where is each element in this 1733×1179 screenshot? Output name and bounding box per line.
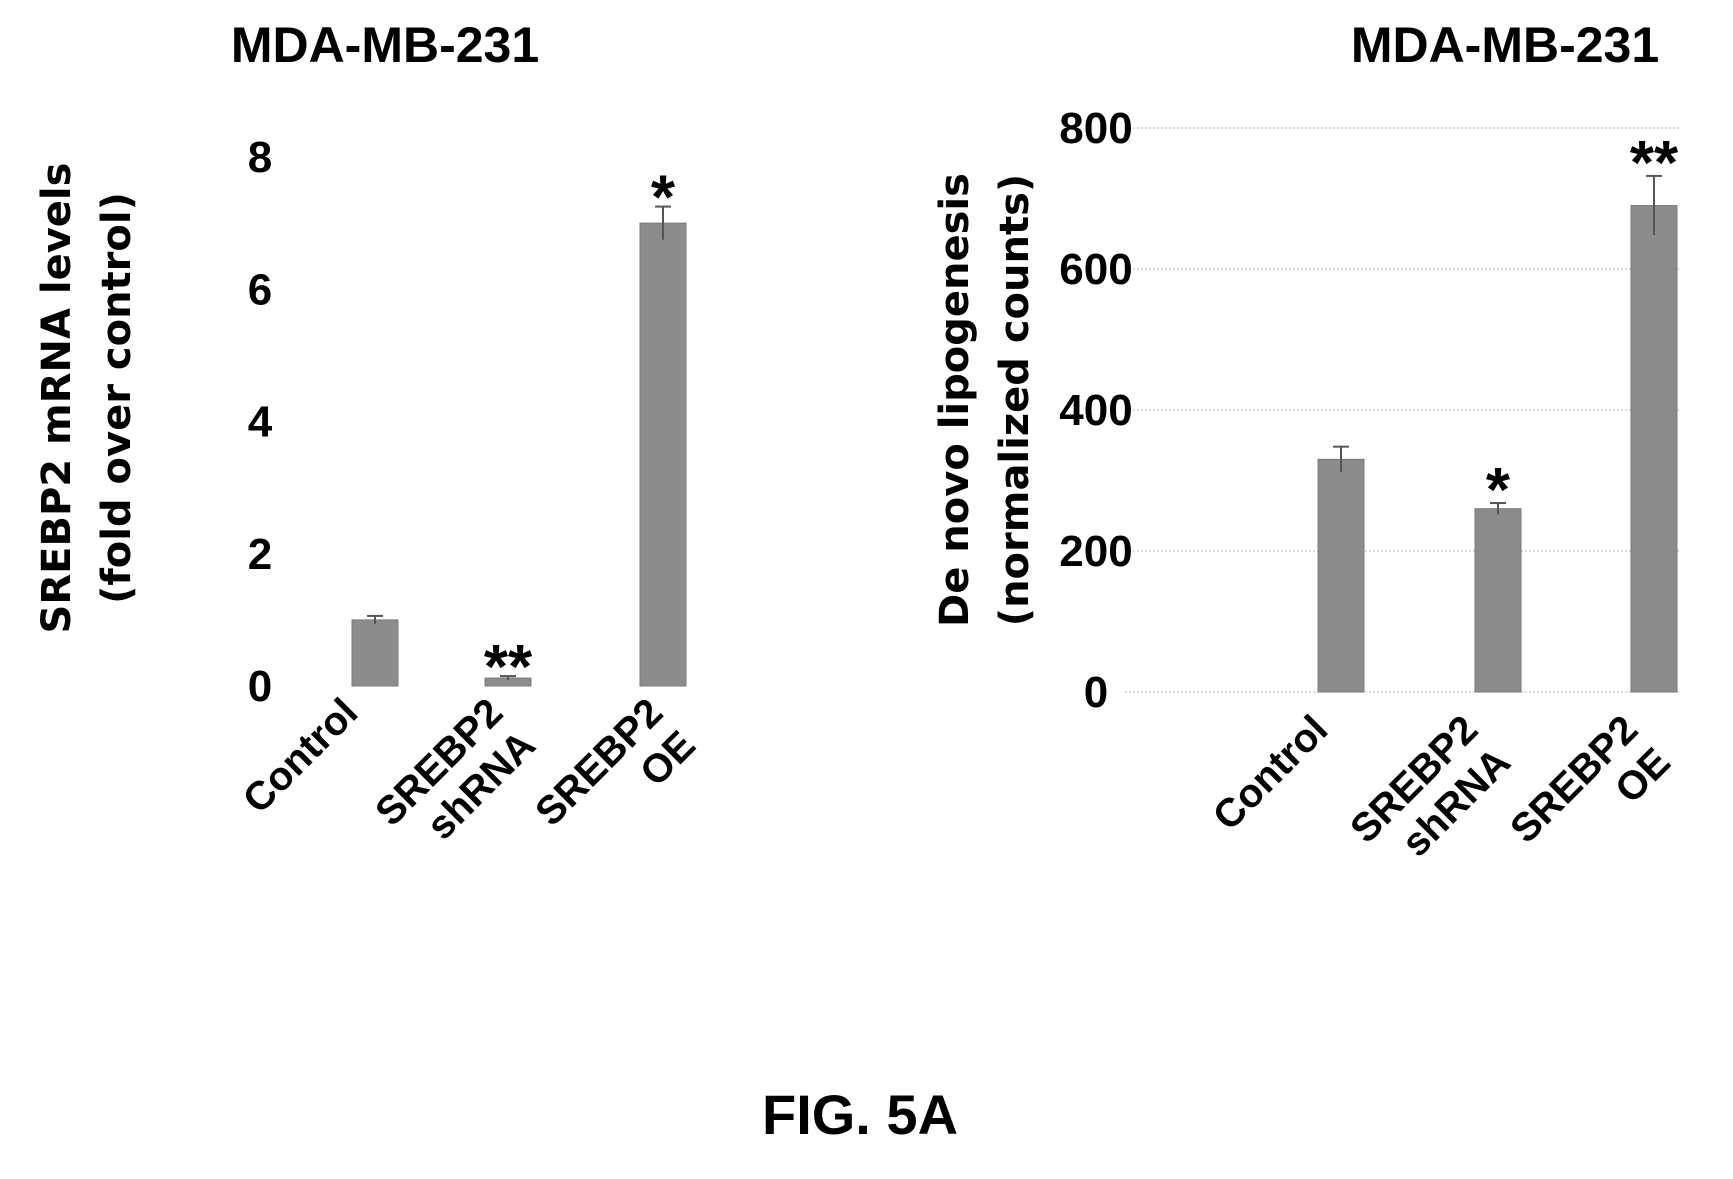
chart-srebp2-mrna: MDA-MB-231 SREBP2 mRNA levels (fold over c…	[34, 17, 704, 848]
bar	[1474, 508, 1522, 693]
chart-title: MDA-MB-231	[1351, 17, 1659, 73]
significance-mark: *	[1486, 456, 1511, 525]
y-tick-label: 8	[248, 133, 272, 182]
y-tick-label: 400	[1059, 386, 1132, 435]
figure-caption: FIG. 5A	[762, 1083, 958, 1146]
bar	[639, 222, 687, 687]
y-axis-label: (normalized counts)	[992, 174, 1038, 626]
significance-mark: **	[1630, 129, 1679, 198]
bar	[351, 619, 399, 687]
bar	[1630, 205, 1678, 693]
y-tick-label: 2	[248, 530, 272, 579]
y-axis-label: De novo lipogenesis	[932, 173, 978, 627]
y-tick-label: 600	[1059, 245, 1132, 294]
y-tick-label: 200	[1059, 527, 1132, 576]
y-tick-label: 4	[248, 398, 273, 447]
chart-de-novo-lipogenesis: MDA-MB-231 De novo lipogenesis (normalized…	[932, 17, 1680, 865]
bar	[1317, 458, 1365, 693]
significance-mark: **	[484, 633, 533, 702]
y-tick-label: 6	[248, 265, 272, 314]
y-tick-label: 800	[1059, 104, 1132, 153]
category-label-line: Control	[1205, 707, 1337, 839]
category-label: Control	[1205, 707, 1337, 839]
y-tick-label: 0	[1084, 668, 1108, 717]
y-axis-label: (fold over control)	[94, 192, 140, 604]
chart-title: MDA-MB-231	[231, 17, 539, 73]
y-axis-label: SREBP2 mRNA levels	[34, 163, 80, 634]
significance-mark: *	[651, 164, 676, 233]
y-tick-label: 0	[248, 662, 272, 711]
